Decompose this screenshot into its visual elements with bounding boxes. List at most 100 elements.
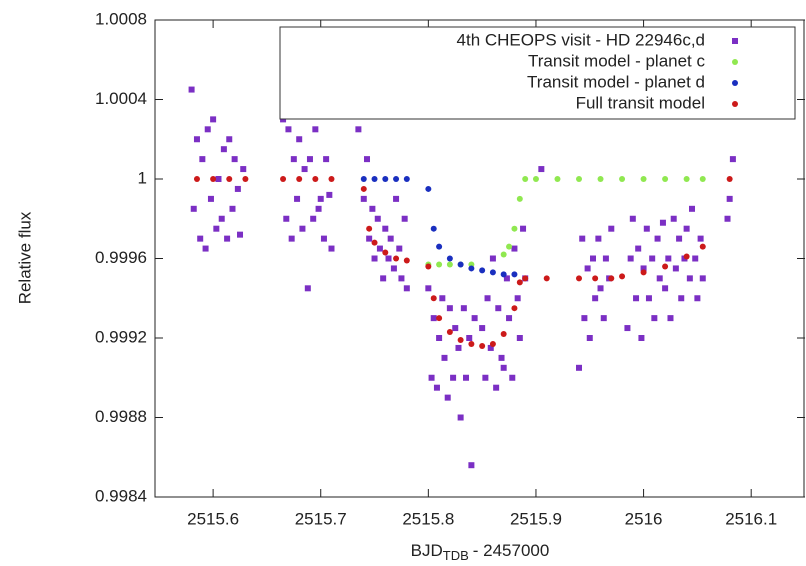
model-point (193, 176, 200, 182)
data-point (460, 305, 467, 312)
y-tick-label: 0.9988 (95, 407, 147, 426)
data-point (495, 305, 502, 312)
data-point (482, 374, 489, 381)
data-point (425, 285, 432, 292)
data-point (220, 146, 227, 153)
legend-marker (732, 38, 738, 44)
model-point (662, 263, 669, 270)
data-point (304, 285, 311, 292)
data-point (493, 384, 500, 391)
data-point (498, 354, 505, 361)
data-point (193, 136, 200, 143)
data-point (538, 166, 545, 173)
data-point (401, 215, 408, 222)
model-point (640, 176, 647, 182)
data-point (670, 215, 677, 222)
model-point (532, 176, 539, 182)
data-point (699, 275, 706, 282)
data-point (672, 265, 679, 272)
y-tick-label: 1.0004 (95, 89, 147, 108)
y-axis-label: Relative flux (15, 211, 34, 304)
data-point (296, 136, 303, 143)
data-point (398, 275, 405, 282)
data-point (199, 156, 206, 163)
data-point (729, 156, 736, 163)
data-point (629, 215, 636, 222)
data-point (678, 295, 685, 302)
model-point (393, 255, 400, 262)
model-point (522, 275, 529, 282)
model-point (280, 176, 287, 182)
model-point (662, 176, 669, 182)
y-tick-label: 0.9992 (95, 327, 147, 346)
data-point (364, 156, 371, 163)
model-point (489, 340, 496, 347)
data-point (283, 215, 290, 222)
data-point (514, 295, 521, 302)
model-point (430, 225, 437, 232)
model-point (479, 342, 486, 349)
data-point (667, 315, 674, 322)
y-tick-label: 1.0008 (95, 9, 147, 28)
data-point (290, 156, 297, 163)
data-point (317, 195, 324, 202)
data-point (288, 235, 295, 242)
model-point (479, 267, 486, 274)
data-point (627, 255, 634, 262)
data-point (204, 126, 211, 133)
model-point (436, 315, 443, 322)
y-tick-label: 0.9984 (95, 486, 147, 505)
data-point (595, 235, 602, 242)
model-point (511, 271, 518, 278)
data-point (310, 215, 317, 222)
data-point (207, 195, 214, 202)
model-point (366, 225, 373, 232)
data-point (686, 275, 693, 282)
data-point (633, 295, 640, 302)
model-point (576, 275, 583, 282)
data-point (444, 394, 451, 401)
data-point (608, 225, 615, 232)
data-point (393, 195, 400, 202)
data-point (471, 315, 478, 322)
data-point (374, 215, 381, 222)
model-point (619, 176, 626, 182)
data-point (446, 305, 453, 312)
data-point (218, 215, 225, 222)
data-point (683, 225, 690, 232)
data-point (215, 176, 222, 182)
model-point (436, 261, 443, 268)
model-point (592, 275, 599, 282)
data-point (369, 205, 376, 212)
model-point (446, 261, 453, 268)
data-point (694, 295, 701, 302)
model-point (468, 340, 475, 347)
data-point (455, 344, 462, 351)
data-point (466, 335, 473, 341)
x-tick-label: 2516 (625, 509, 663, 528)
model-point (640, 269, 647, 276)
data-point (237, 231, 244, 238)
x-tick-label: 2516.1 (725, 509, 777, 528)
data-point (366, 235, 373, 242)
y-tick-label: 1 (138, 168, 147, 187)
data-point (586, 335, 593, 341)
model-point (511, 225, 518, 232)
data-point (403, 285, 410, 292)
model-point (436, 243, 443, 250)
data-point (231, 156, 238, 163)
data-point (484, 295, 491, 302)
data-point (376, 245, 383, 252)
data-point (188, 86, 195, 93)
data-point (640, 265, 647, 272)
data-point (468, 462, 475, 469)
data-point (643, 225, 650, 232)
data-point (509, 374, 516, 381)
model-point (619, 273, 626, 280)
data-point (651, 315, 658, 322)
model-point (382, 176, 389, 182)
legend-label: Transit model - planet c (528, 51, 705, 70)
data-point (520, 225, 527, 232)
data-point (597, 285, 604, 292)
